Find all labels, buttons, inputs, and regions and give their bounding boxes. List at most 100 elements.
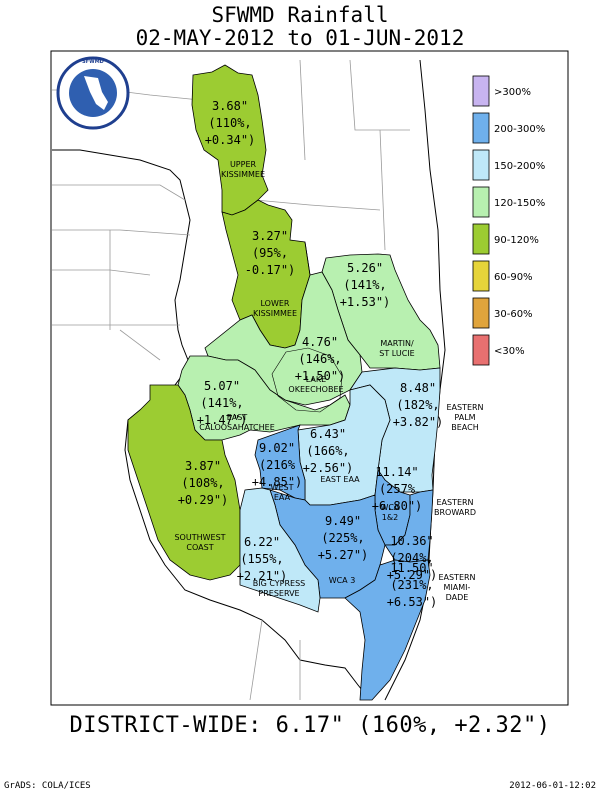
region-value: (146%, bbox=[298, 352, 341, 366]
map-title: SFWMD Rainfall bbox=[211, 3, 389, 27]
region-value: 6.43" bbox=[310, 427, 346, 441]
legend-swatch bbox=[472, 223, 490, 255]
lake-okeechobee-outline bbox=[271, 347, 343, 413]
region-name: BEACH bbox=[451, 423, 478, 432]
legend-swatch bbox=[472, 297, 490, 329]
region-southwest-coast[interactable] bbox=[127, 384, 241, 581]
region-value: +0.29") bbox=[178, 493, 229, 507]
region-value: 5.26" bbox=[347, 261, 383, 275]
region-value: 6.22" bbox=[244, 535, 280, 549]
region-value: -0.17") bbox=[245, 263, 296, 277]
county-lines bbox=[52, 59, 410, 701]
region-name: WEST bbox=[271, 483, 294, 492]
region-value: (182%, bbox=[396, 398, 439, 412]
region-value: 11.50" bbox=[390, 561, 433, 575]
region-name: DADE bbox=[446, 593, 469, 602]
region-name: EASTERN bbox=[446, 403, 483, 412]
region-value: (216% bbox=[259, 458, 296, 472]
legend-label: 200-300% bbox=[494, 124, 545, 135]
legend-label: 90-120% bbox=[494, 235, 539, 246]
region-name: PRESERVE bbox=[258, 589, 299, 598]
region-value: 5.07" bbox=[204, 379, 240, 393]
region-value: 4.76" bbox=[302, 335, 338, 349]
region-value: +2.56") bbox=[303, 461, 354, 475]
legend-label: 30-60% bbox=[494, 309, 533, 320]
legend-swatch bbox=[472, 186, 490, 218]
region-eastern-miami-dade[interactable] bbox=[344, 559, 431, 701]
region-value: +5.27") bbox=[318, 548, 369, 562]
region-name: BIG CYPRESS bbox=[253, 579, 306, 588]
map-date-range: 02-MAY-2012 to 01-JUN-2012 bbox=[135, 26, 465, 50]
region-value: (141%, bbox=[200, 396, 243, 410]
region-name: UPPER bbox=[230, 160, 257, 169]
region-value: +1.50") bbox=[295, 369, 346, 383]
region-name: CALOOSAHATCHEE bbox=[199, 423, 275, 432]
svg-text:SFWMD: SFWMD bbox=[82, 59, 104, 65]
region-name: WCA bbox=[381, 503, 400, 512]
legend-swatch bbox=[472, 334, 490, 366]
region-value: +4.85") bbox=[252, 475, 303, 489]
region-name: COAST bbox=[186, 543, 213, 552]
region-labels: 3.68"(110%,+0.34")UPPERKISSIMMEE3.27"(95… bbox=[174, 99, 483, 609]
region-value: (204%, bbox=[390, 551, 433, 565]
region-name: PALM bbox=[454, 413, 475, 422]
region-name: OKEECHOBEE bbox=[288, 385, 343, 394]
region-name: EAST EAA bbox=[320, 475, 360, 484]
region-value: 11.14" bbox=[375, 465, 418, 479]
region-value: 10.36" bbox=[390, 534, 433, 548]
region-upper-kissimmee[interactable] bbox=[191, 64, 269, 216]
region-name: 1&2 bbox=[382, 513, 398, 522]
region-value: 3.68" bbox=[212, 99, 248, 113]
region-name: LAKE bbox=[306, 375, 326, 384]
region-name: ST LUCIE bbox=[379, 349, 414, 358]
region-value: +0.34") bbox=[205, 133, 256, 147]
region-value: (141%, bbox=[343, 278, 386, 292]
district-summary: DISTRICT-WIDE: 6.17" (160%, +2.32") bbox=[69, 713, 551, 738]
region-value: 3.87" bbox=[185, 459, 221, 473]
footer-timestamp: 2012-06-01-12:02 bbox=[509, 781, 596, 791]
region-name: KISSIMMEE bbox=[221, 170, 265, 179]
legend-label: <30% bbox=[494, 346, 525, 357]
footer-credit: GrADS: COLA/ICES bbox=[4, 781, 91, 791]
region-value: 3.27" bbox=[252, 229, 288, 243]
sfwmd-logo: SFWMD bbox=[56, 56, 130, 130]
region-value: (155%, bbox=[240, 552, 283, 566]
legend-label: 120-150% bbox=[494, 198, 545, 209]
region-value: 8.48" bbox=[400, 381, 436, 395]
region-value: +5.29") bbox=[387, 568, 438, 582]
region-value: +1.47") bbox=[197, 413, 248, 427]
region-value: (225%, bbox=[321, 531, 364, 545]
region-value: +2.21") bbox=[237, 569, 288, 583]
region-value: (166%, bbox=[306, 444, 349, 458]
region-value: 9.49" bbox=[325, 514, 361, 528]
legend-swatch bbox=[472, 75, 490, 107]
region-name: EASTERN bbox=[436, 498, 473, 507]
region-name: EAA bbox=[274, 493, 291, 502]
region-name: EASTERN bbox=[438, 573, 475, 582]
legend-label: 60-90% bbox=[494, 272, 533, 283]
region-value: 9.02" bbox=[259, 441, 295, 455]
region-big-cypress[interactable] bbox=[239, 487, 321, 613]
region-name: LOWER bbox=[261, 299, 290, 308]
region-name: MIAMI- bbox=[444, 583, 471, 592]
region-value: (108%, bbox=[181, 476, 224, 490]
region-value: +6.53") bbox=[387, 595, 438, 609]
legend: >300% 200-300% 150-200% 120-150% 90-120% 60-9… bbox=[472, 75, 545, 366]
region-value: +3.82") bbox=[393, 415, 444, 429]
region-name: SOUTHWEST bbox=[174, 533, 225, 542]
region-name: BROWARD bbox=[434, 508, 476, 517]
region-value: (257% bbox=[379, 482, 416, 496]
region-name: MARTIN/ bbox=[380, 339, 414, 348]
legend-swatch bbox=[472, 112, 490, 144]
legend-label: >300% bbox=[494, 87, 531, 98]
region-name: EAST bbox=[227, 413, 248, 422]
legend-swatch bbox=[472, 149, 490, 181]
legend-swatch bbox=[472, 260, 490, 292]
region-value: +6.80") bbox=[372, 499, 423, 513]
region-name: KISSIMMEE bbox=[253, 309, 297, 318]
region-value: (231%, bbox=[390, 578, 433, 592]
region-value: +1.53") bbox=[340, 295, 391, 309]
region-value: (110%, bbox=[208, 116, 251, 130]
region-value: (95%, bbox=[252, 246, 288, 260]
